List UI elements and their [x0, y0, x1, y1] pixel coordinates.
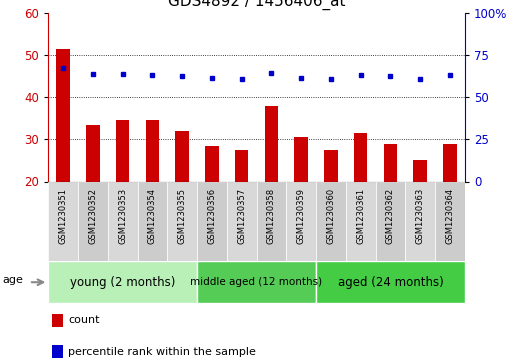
Text: GSM1230358: GSM1230358 [267, 188, 276, 244]
Bar [287, 182, 316, 261]
Text: GSM1230361: GSM1230361 [356, 188, 365, 244]
Bar [116, 120, 130, 182]
Bar [197, 261, 316, 303]
Bar [316, 182, 346, 261]
Text: GSM1230355: GSM1230355 [178, 188, 186, 244]
Text: GSM1230354: GSM1230354 [148, 188, 157, 244]
Bar [384, 143, 397, 182]
Text: young (2 months): young (2 months) [70, 276, 175, 289]
Bar [265, 106, 278, 182]
Text: GSM1230357: GSM1230357 [237, 188, 246, 244]
Bar [167, 182, 197, 261]
Bar [108, 182, 138, 261]
Bar [435, 182, 465, 261]
Text: GSM1230352: GSM1230352 [88, 188, 98, 244]
Bar [375, 182, 405, 261]
Bar [52, 345, 63, 358]
Bar [78, 182, 108, 261]
Bar [324, 150, 338, 182]
Text: GSM1230359: GSM1230359 [297, 188, 306, 244]
Bar [86, 125, 100, 182]
Bar [175, 131, 189, 182]
Bar [257, 182, 287, 261]
Bar [295, 137, 308, 182]
Text: percentile rank within the sample: percentile rank within the sample [68, 347, 256, 356]
Bar [227, 182, 257, 261]
Text: aged (24 months): aged (24 months) [337, 276, 443, 289]
Bar [146, 120, 159, 182]
Bar [52, 314, 63, 327]
Text: age: age [3, 275, 23, 285]
Bar [48, 261, 197, 303]
Text: GSM1230356: GSM1230356 [207, 188, 216, 244]
Text: GSM1230363: GSM1230363 [416, 188, 425, 244]
Bar [354, 133, 367, 182]
Bar [56, 49, 70, 182]
Text: GSM1230364: GSM1230364 [446, 188, 455, 244]
Text: count: count [68, 315, 100, 326]
Bar [138, 182, 167, 261]
Bar [197, 182, 227, 261]
Text: GSM1230351: GSM1230351 [58, 188, 68, 244]
Bar [405, 182, 435, 261]
Bar [346, 182, 375, 261]
Bar [205, 146, 218, 182]
Text: GSM1230360: GSM1230360 [327, 188, 335, 244]
Text: middle aged (12 months): middle aged (12 months) [190, 277, 323, 287]
Bar [316, 261, 465, 303]
Bar [48, 182, 78, 261]
Bar [443, 143, 457, 182]
Text: GSM1230362: GSM1230362 [386, 188, 395, 244]
Bar [414, 160, 427, 182]
Bar [235, 150, 248, 182]
Text: GSM1230353: GSM1230353 [118, 188, 127, 244]
Title: GDS4892 / 1456406_at: GDS4892 / 1456406_at [168, 0, 345, 10]
